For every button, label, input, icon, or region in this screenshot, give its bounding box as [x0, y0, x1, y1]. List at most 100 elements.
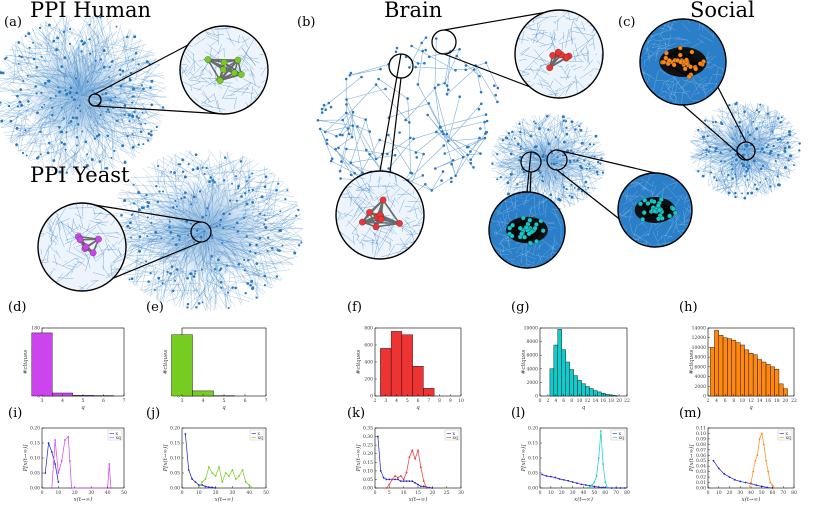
network-node: [172, 206, 175, 209]
network-edges: [317, 37, 499, 193]
y-axis-label: P[x(t→∞)]: [355, 444, 362, 473]
network-node: [219, 280, 223, 284]
network-node: [346, 127, 350, 130]
y-tick-label: 0.05: [170, 471, 180, 477]
network-node: [62, 30, 66, 34]
y-tick-label: 8000: [527, 339, 539, 345]
y-tick-label: 0.00: [30, 486, 40, 492]
network-node: [99, 58, 102, 61]
network-node: [731, 177, 734, 180]
network-node: [16, 94, 19, 98]
y-tick-label: 0.05: [528, 471, 538, 477]
network-node: [52, 39, 56, 43]
network-node: [742, 163, 746, 167]
clique-node: [510, 222, 515, 228]
network-node: [201, 166, 204, 169]
network-node: [780, 116, 783, 119]
network-node: [140, 84, 143, 87]
network-node: [746, 143, 749, 147]
clique-node: [667, 213, 672, 219]
network-node: [776, 183, 780, 187]
network-node: [585, 148, 588, 150]
network-node: [137, 143, 140, 146]
y-axis-label: P[x(t→∞)]: [162, 444, 169, 473]
zoom-border: [488, 191, 566, 269]
network-node: [40, 106, 44, 109]
network-node: [338, 133, 342, 137]
x-tick-label: 30: [737, 490, 743, 496]
network-node: [134, 51, 138, 55]
series-point-xq: [399, 475, 402, 477]
network-node: [596, 173, 599, 176]
series-point-x: [44, 472, 47, 474]
bar-11: [581, 383, 586, 397]
x-axis-label: x(t→∞): [574, 496, 593, 503]
zoom-border: [617, 172, 693, 248]
network-node: [102, 65, 106, 69]
network-node: [119, 84, 123, 88]
network-node: [174, 279, 176, 282]
network-node: [183, 175, 187, 179]
network-edges: [0, 14, 167, 176]
network-node: [57, 86, 60, 89]
network-node: [213, 180, 216, 184]
network-node: [735, 158, 738, 162]
network-node: [276, 249, 279, 252]
network-node: [128, 120, 131, 123]
x-tick-label: 9: [449, 398, 452, 404]
social-network: [689, 101, 801, 200]
clique-node: [377, 215, 385, 223]
network-node: [90, 158, 94, 161]
panel-label-l: (l): [511, 406, 525, 421]
series-point-x: [379, 469, 382, 472]
network-node: [588, 163, 591, 166]
network-node: [47, 141, 51, 145]
legend-label: x: [453, 432, 456, 437]
clique-node: [658, 197, 664, 202]
x-tick-label: 3: [384, 398, 387, 404]
network-node: [255, 296, 258, 299]
network-node: [741, 192, 743, 195]
y-tick-label: 2000: [527, 380, 539, 386]
network-node: [260, 195, 264, 199]
clique-node: [532, 225, 538, 231]
legend-label: xq: [453, 436, 459, 441]
network-node: [130, 236, 133, 239]
network-node: [762, 151, 766, 154]
network-node: [566, 149, 570, 153]
network-node: [266, 250, 269, 252]
network-node: [255, 243, 258, 247]
panel-label-f: (f): [347, 300, 362, 315]
network-node: [251, 286, 255, 290]
network-node: [414, 65, 417, 69]
series-point-xq: [244, 481, 247, 483]
title-brain: Brain: [384, 0, 442, 22]
network-node: [496, 86, 500, 90]
network-node: [194, 153, 198, 157]
network-node: [133, 110, 136, 114]
clique-node: [231, 69, 238, 77]
network-node: [440, 130, 444, 133]
network-node: [416, 62, 420, 65]
network-node: [787, 159, 790, 162]
network-node: [270, 246, 274, 250]
network-node: [58, 90, 61, 94]
network-node: [75, 116, 79, 120]
series-point-xq: [397, 476, 399, 479]
x-tick-label: 30: [570, 490, 576, 496]
network-node: [65, 131, 68, 134]
network-node: [579, 128, 583, 132]
bar-3: [380, 348, 392, 397]
network-node: [734, 173, 737, 176]
network-node: [368, 130, 372, 133]
network-node: [415, 156, 419, 159]
y-tick-label: 0.04: [696, 464, 706, 470]
network-node: [32, 41, 35, 44]
network-node: [350, 135, 354, 139]
x-tick-label: 0: [181, 490, 184, 496]
network-node: [427, 102, 431, 105]
clique-node: [234, 56, 242, 64]
network-node: [131, 213, 134, 216]
legend-box: [107, 429, 123, 441]
network-node: [0, 101, 2, 104]
